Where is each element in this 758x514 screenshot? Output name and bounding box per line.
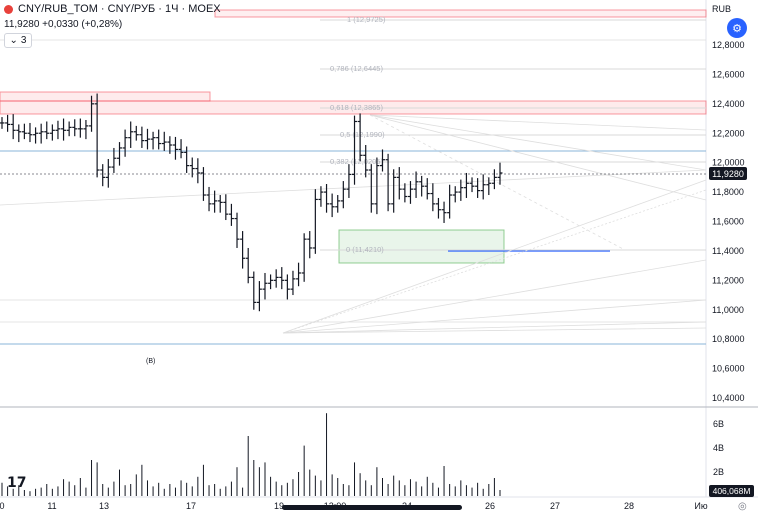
time-tick-label: 26 — [485, 501, 495, 511]
price-tick-label: 12,6000 — [712, 69, 745, 79]
time-tick-label: 11 — [47, 501, 56, 511]
price-tick-label: 11,2000 — [712, 275, 744, 285]
gear-icon[interactable]: ◎ — [738, 501, 747, 512]
volume-tick-label: 6B — [713, 419, 724, 429]
volume-series — [1, 413, 501, 496]
time-tick-label: Ию — [694, 501, 707, 511]
price-tick-label: 11,4000 — [712, 246, 744, 256]
price-tick-label: 12,4000 — [712, 99, 745, 109]
demand-zone[interactable] — [338, 229, 505, 264]
price-tick-label: 10,8000 — [712, 334, 745, 344]
price-tick-label: 12,0000 — [712, 158, 745, 168]
time-tick-label: 28 — [624, 501, 634, 511]
symbol-title[interactable]: CNY/RUB_TOM · CNY/РУБ · 1Ч · MOEX — [18, 3, 221, 15]
time-tick-label: 13 — [99, 501, 109, 511]
price-tick-label: 12,8000 — [712, 40, 745, 50]
fib-label: 0,382 (12,0205) — [330, 157, 383, 166]
pattern-annotation: (B) — [146, 358, 155, 365]
price-tick-label: 11,0000 — [712, 305, 744, 315]
resistance-zone-top[interactable] — [214, 9, 707, 18]
last-price-tag: 11,9280 — [709, 167, 747, 180]
resistance-zone-left[interactable] — [0, 91, 211, 102]
fib-labels: 1 (12,9725) 0,786 (12,6445) 0,618 (12,38… — [330, 15, 386, 254]
indicators-toggle-button[interactable]: ⌄ 3 — [4, 33, 32, 48]
price-tick-label: 10,6000 — [712, 364, 745, 374]
fib-label: 0,618 (12,3865) — [330, 103, 383, 112]
time-tick-label: 27 — [550, 501, 560, 511]
volume-axis: 6B 4B 2B — [713, 419, 724, 477]
settings-icon[interactable]: ⚙ — [727, 18, 747, 38]
time-tick-label: 19 — [274, 501, 284, 511]
time-scrollbar[interactable] — [282, 505, 462, 510]
fib-label: 0,5 (12,1990) — [340, 130, 385, 139]
price-tick-label: 12,2000 — [712, 128, 745, 138]
fib-levels[interactable] — [320, 19, 706, 251]
price-tick-label: 11,8000 — [712, 187, 744, 197]
price-tick-label: 10,4000 — [712, 393, 745, 403]
gann-fan-lines[interactable] — [0, 39, 707, 334]
fib-label: 0 (11,4210) — [346, 245, 384, 254]
volume-tick-label: 4B — [713, 443, 724, 453]
chevron-down-icon: ⌄ — [9, 35, 18, 46]
time-tick-label: 0 — [0, 501, 5, 511]
ohlc-legend: 11,9280 +0,0330 (+0,28%) — [4, 19, 123, 30]
time-tick-label: 17 — [186, 501, 196, 511]
price-tick-label: 11,6000 — [712, 217, 744, 227]
last-volume-tag: 406,068M — [709, 485, 754, 497]
fib-label: 1 (12,9725) — [347, 15, 386, 24]
candlestick-series[interactable] — [0, 93, 503, 312]
symbol-header[interactable]: CNY/RUB_TOM · CNY/РУБ · 1Ч · MOEX — [4, 3, 221, 15]
currency-label[interactable]: RUB — [712, 4, 732, 14]
fib-label: 0,786 (12,6445) — [330, 64, 383, 73]
volume-tick-label: 2B — [713, 467, 724, 477]
indicators-count: 3 — [20, 35, 27, 46]
tradingview-logo-icon[interactable]: 17 — [7, 475, 27, 491]
exchange-logo-icon — [4, 4, 13, 14]
price-axis[interactable]: 12,8000 12,6000 12,4000 12,2000 12,0000 11,80… — [712, 40, 745, 403]
